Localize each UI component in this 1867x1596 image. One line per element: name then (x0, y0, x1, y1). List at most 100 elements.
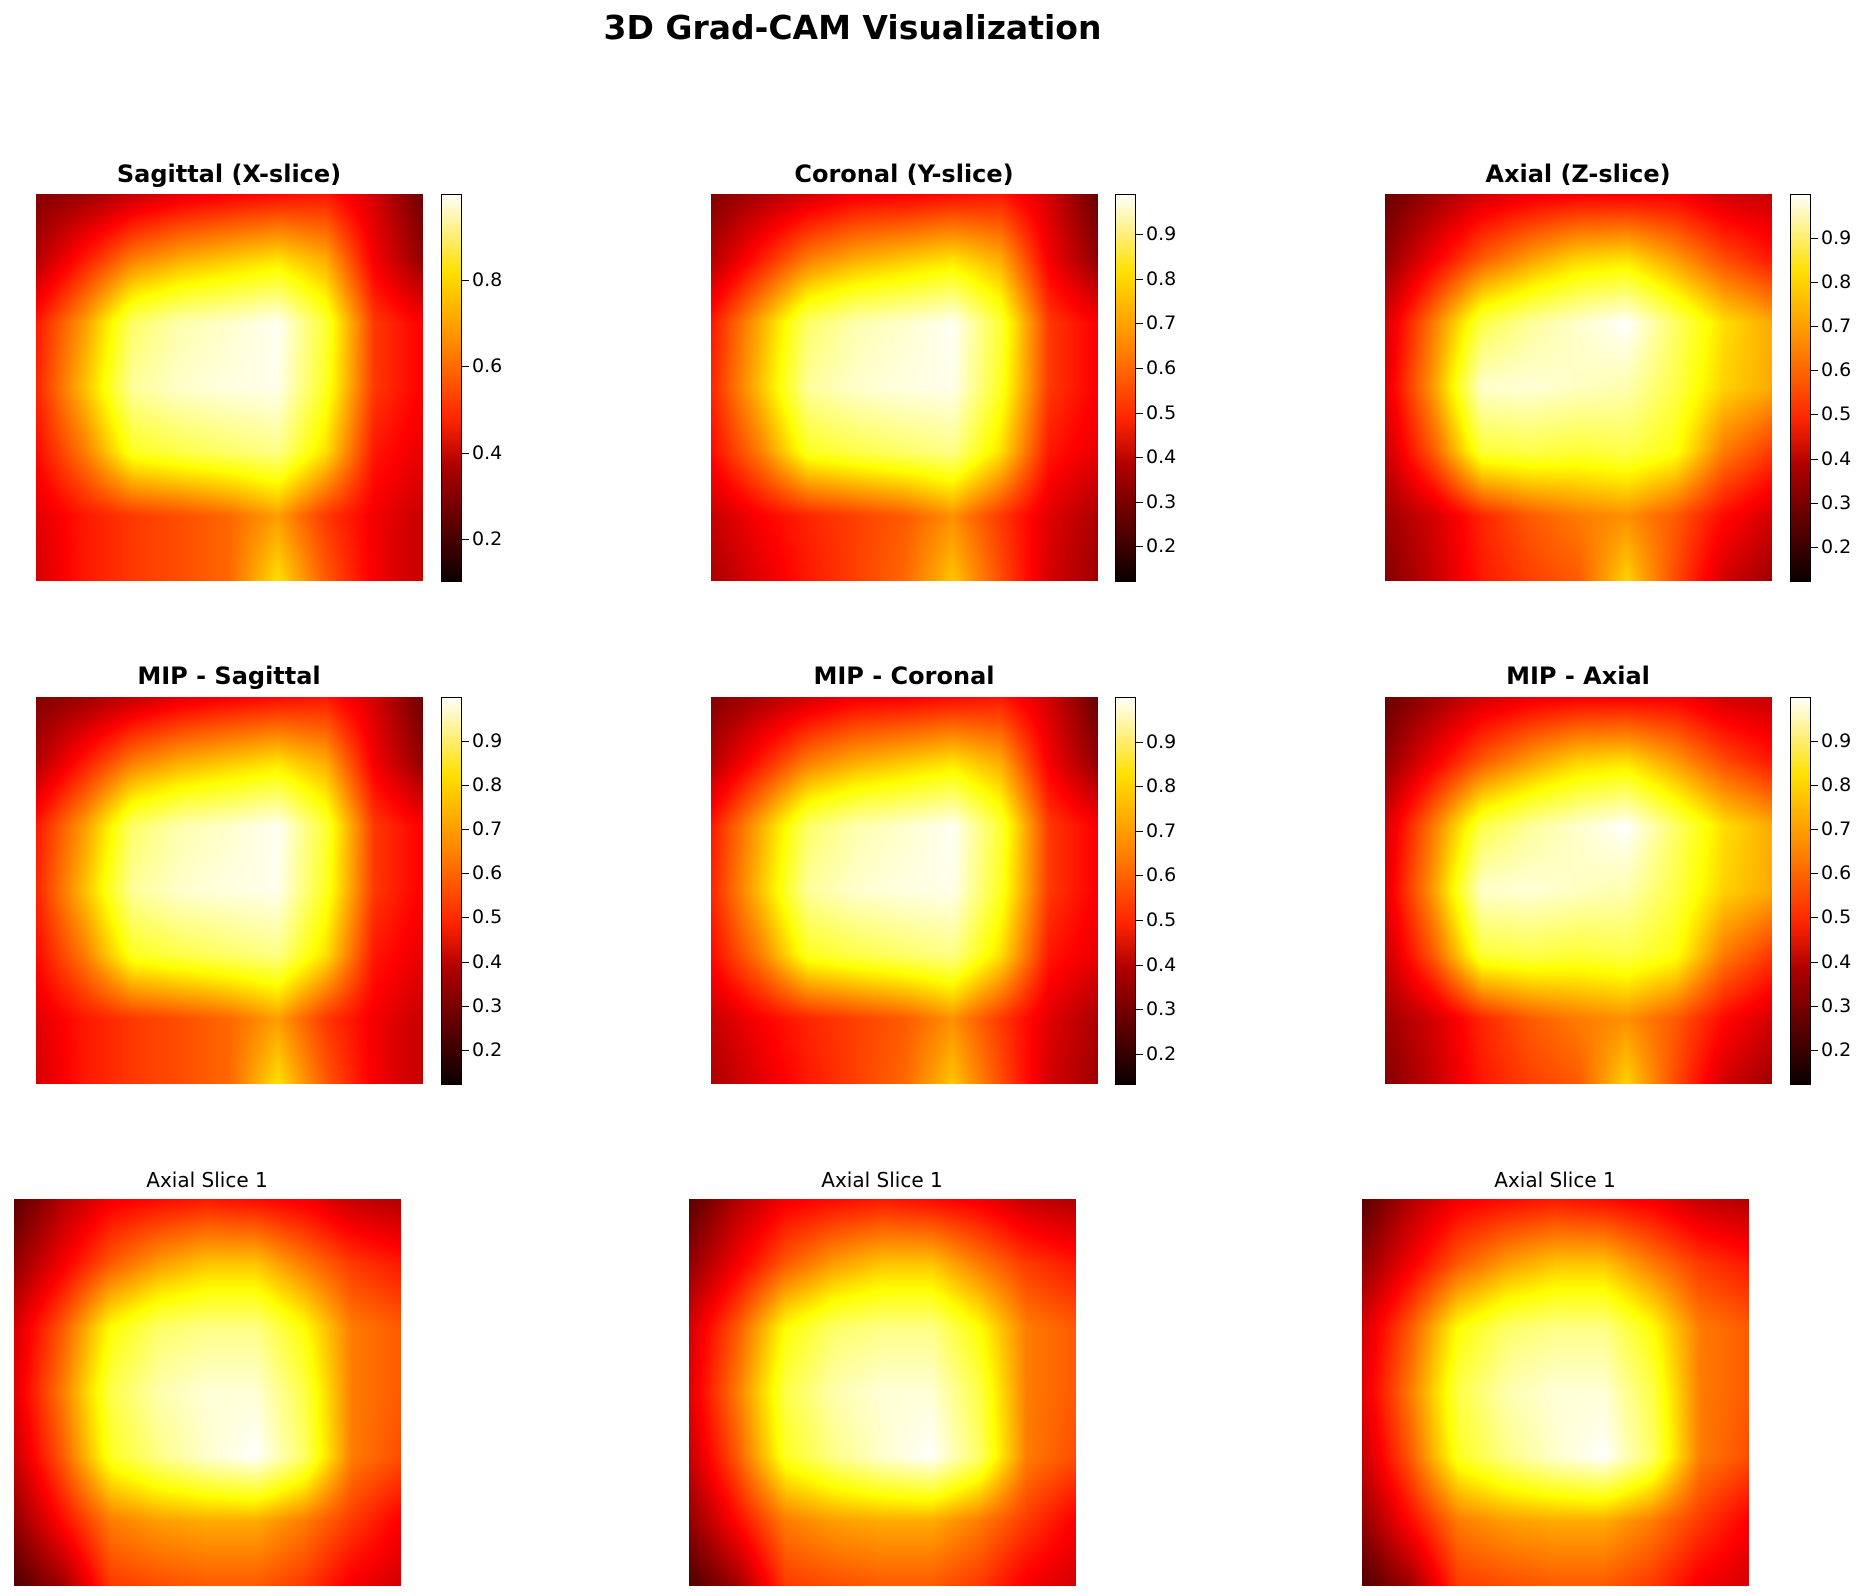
colorbar-tick-label: 0.6 (1821, 862, 1852, 884)
colorbar-tick (462, 453, 469, 454)
colorbar-tick-label: 0.3 (1146, 491, 1177, 513)
colorbar-tick-label: 0.5 (472, 906, 503, 928)
colorbar-tick (1136, 413, 1143, 414)
colorbar-tick (462, 962, 469, 963)
colorbar-tick (1136, 457, 1143, 458)
colorbar-tick-label: 0.9 (1146, 223, 1177, 245)
colorbar-tick (1811, 326, 1818, 327)
panel-title: Axial Slice 1 (821, 1168, 943, 1192)
colorbar-tick (1136, 875, 1143, 876)
colorbar-tick-label: 0.2 (1821, 1039, 1852, 1061)
colorbar-tick-label: 0.2 (472, 528, 503, 550)
colorbar-tick-label: 0.6 (472, 862, 503, 884)
colorbar (1115, 194, 1136, 582)
panel-title: Axial Slice 1 (146, 1168, 268, 1192)
colorbar-tick-label: 0.8 (1821, 774, 1852, 796)
colorbar-tick (462, 1050, 469, 1051)
colorbar-tick (462, 829, 469, 830)
colorbar-tick (1811, 917, 1818, 918)
colorbar-tick-label: 0.9 (1821, 227, 1852, 249)
colorbar-tick-label: 0.4 (1821, 448, 1852, 470)
colorbar-tick-label: 0.8 (472, 269, 503, 291)
heatmap-image (1385, 697, 1772, 1084)
colorbar-tick (1136, 279, 1143, 280)
colorbar-tick-label: 0.4 (472, 442, 503, 464)
heatmap-image (711, 194, 1098, 581)
colorbar-tick (1136, 368, 1143, 369)
colorbar-tick (1136, 786, 1143, 787)
colorbar-tick-label: 0.5 (1821, 906, 1852, 928)
heatmap-image (1362, 1199, 1749, 1586)
colorbar-tick (1136, 234, 1143, 235)
colorbar-tick-label: 0.2 (1146, 1043, 1177, 1065)
colorbar-tick (462, 1006, 469, 1007)
colorbar-tick (1136, 965, 1143, 966)
heatmap-image (689, 1199, 1076, 1586)
colorbar-tick-label: 0.7 (472, 818, 503, 840)
colorbar-tick-label: 0.4 (1146, 446, 1177, 468)
colorbar-tick-label: 0.9 (1146, 731, 1177, 753)
colorbar-tick-label: 0.6 (1146, 864, 1177, 886)
colorbar-tick (1811, 547, 1818, 548)
colorbar-tick (1136, 920, 1143, 921)
panel-title: Sagittal (X-slice) (116, 160, 342, 188)
panel-title: MIP - Coronal (813, 662, 995, 690)
panel-title: Axial (Z-slice) (1485, 160, 1671, 188)
colorbar-tick (1811, 459, 1818, 460)
colorbar-tick-label: 0.3 (1821, 995, 1852, 1017)
colorbar-tick-label: 0.6 (1146, 357, 1177, 379)
heatmap-image (36, 697, 423, 1084)
colorbar-tick (1811, 962, 1818, 963)
colorbar-tick (1136, 742, 1143, 743)
colorbar-tick (1811, 741, 1818, 742)
colorbar-tick-label: 0.5 (1146, 402, 1177, 424)
colorbar-tick (1136, 1054, 1143, 1055)
colorbar-tick-label: 0.8 (1821, 271, 1852, 293)
panel-title: Axial Slice 1 (1494, 1168, 1616, 1192)
colorbar-tick-label: 0.7 (1146, 820, 1177, 842)
colorbar-tick-label: 0.8 (1146, 268, 1177, 290)
heatmap-image (14, 1199, 401, 1586)
heatmap-image (1385, 194, 1772, 581)
colorbar-tick (1136, 831, 1143, 832)
colorbar-tick (462, 280, 469, 281)
colorbar (1790, 697, 1811, 1085)
colorbar-tick-label: 0.4 (472, 951, 503, 973)
colorbar-tick-label: 0.8 (472, 774, 503, 796)
panel-title: MIP - Axial (1506, 662, 1650, 690)
colorbar (1115, 697, 1136, 1085)
colorbar-tick (462, 873, 469, 874)
colorbar-tick (1811, 785, 1818, 786)
colorbar-tick (1136, 1009, 1143, 1010)
colorbar-tick (1136, 502, 1143, 503)
colorbar-tick-label: 0.7 (1821, 818, 1852, 840)
colorbar-tick (1811, 370, 1818, 371)
colorbar-tick-label: 0.8 (1146, 775, 1177, 797)
colorbar-tick-label: 0.2 (1821, 536, 1852, 558)
colorbar-tick (1811, 1006, 1818, 1007)
colorbar-tick-label: 0.9 (472, 730, 503, 752)
colorbar-tick-label: 0.5 (1821, 403, 1852, 425)
heatmap-image (711, 697, 1098, 1084)
colorbar-tick (462, 917, 469, 918)
colorbar-tick (1136, 546, 1143, 547)
colorbar-tick-label: 0.5 (1146, 909, 1177, 931)
colorbar-tick (462, 741, 469, 742)
colorbar-tick-label: 0.6 (1821, 359, 1852, 381)
colorbar-tick (1811, 282, 1818, 283)
heatmap-image (36, 194, 423, 581)
colorbar-tick (1811, 873, 1818, 874)
figure-title: 3D Grad-CAM Visualization (603, 8, 1102, 47)
colorbar-tick (1811, 503, 1818, 504)
colorbar-tick (1811, 414, 1818, 415)
colorbar (1790, 194, 1811, 582)
colorbar-tick-label: 0.3 (1146, 998, 1177, 1020)
panel-title: Coronal (Y-slice) (794, 160, 1014, 188)
panel-title: MIP - Sagittal (137, 662, 321, 690)
colorbar-tick-label: 0.3 (1821, 492, 1852, 514)
colorbar-tick (1811, 1050, 1818, 1051)
colorbar-tick (462, 785, 469, 786)
colorbar-tick-label: 0.7 (1146, 312, 1177, 334)
colorbar-tick-label: 0.9 (1821, 730, 1852, 752)
